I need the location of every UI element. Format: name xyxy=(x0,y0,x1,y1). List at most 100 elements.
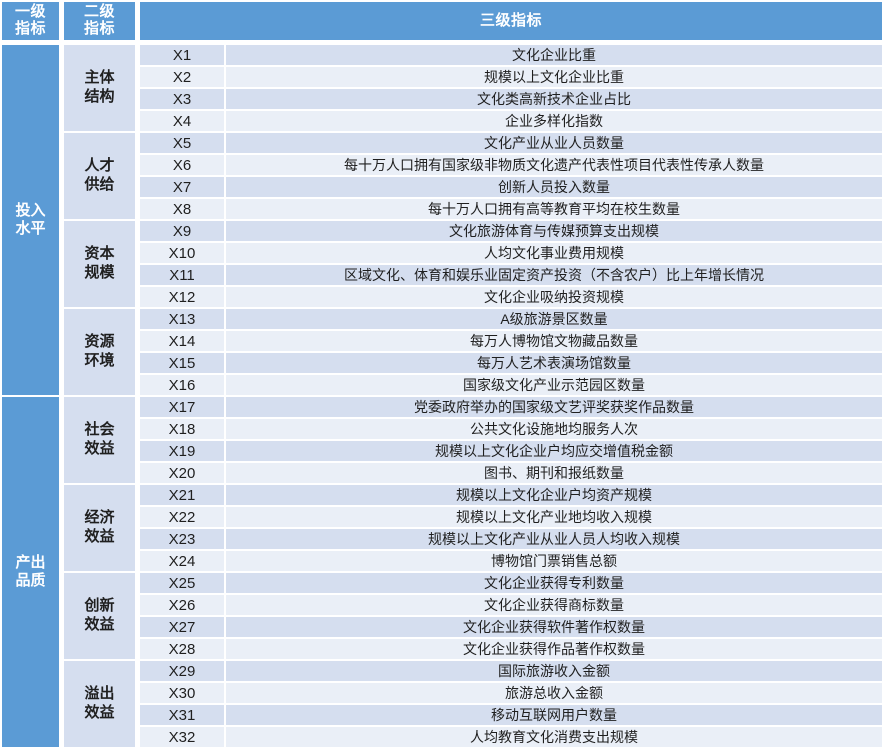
indicator-code: X12 xyxy=(140,287,224,307)
indicator-label: 每万人艺术表演场馆数量 xyxy=(226,353,882,373)
indicator-code: X28 xyxy=(140,639,224,659)
table-row: X8 每十万人口拥有高等教育平均在校生数量 xyxy=(140,199,882,219)
table-row: X32 人均教育文化消费支出规模 xyxy=(140,727,882,747)
table-row: X11 区域文化、体育和娱乐业固定资产投资（不含农户）比上年增长情况 xyxy=(140,265,882,285)
indicator-label: 公共文化设施地均服务人次 xyxy=(226,419,882,439)
indicator-label: 企业多样化指数 xyxy=(226,111,882,131)
indicator-code: X8 xyxy=(140,199,224,219)
table-row: X20 图书、期刊和报纸数量 xyxy=(140,463,882,483)
indicator-code: X19 xyxy=(140,441,224,461)
indicator-code: X3 xyxy=(140,89,224,109)
table-row: X22 规模以上文化产业地均收入规模 xyxy=(140,507,882,527)
indicator-label: 文化旅游体育与传媒预算支出规模 xyxy=(226,221,882,241)
indicator-code: X9 xyxy=(140,221,224,241)
table-row: X6 每十万人口拥有国家级非物质文化遗产代表性项目代表性传承人数量 xyxy=(140,155,882,175)
level2-group-7: 创新 效益 xyxy=(64,573,135,659)
indicator-code: X14 xyxy=(140,331,224,351)
indicator-label: 规模以上文化企业户均资产规模 xyxy=(226,485,882,505)
table-row: X13 A级旅游景区数量 xyxy=(140,309,882,329)
indicator-code: X21 xyxy=(140,485,224,505)
table-row: X26 文化企业获得商标数量 xyxy=(140,595,882,615)
indicator-code: X26 xyxy=(140,595,224,615)
indicator-label: 文化企业获得专利数量 xyxy=(226,573,882,593)
level2-group-3: 资本 规模 xyxy=(64,221,135,307)
table-row: X19 规模以上文化企业户均应交增值税金额 xyxy=(140,441,882,461)
indicator-label: 每十万人口拥有高等教育平均在校生数量 xyxy=(226,199,882,219)
indicator-label: 规模以上文化产业从业人员人均收入规模 xyxy=(226,529,882,549)
level2-group-5: 社会 效益 xyxy=(64,397,135,483)
indicator-label: 规模以上文化产业地均收入规模 xyxy=(226,507,882,527)
indicator-code: X2 xyxy=(140,67,224,87)
indicator-code: X15 xyxy=(140,353,224,373)
indicator-label: 文化企业获得软件著作权数量 xyxy=(226,617,882,637)
indicator-label: 旅游总收入金额 xyxy=(226,683,882,703)
indicator-code: X18 xyxy=(140,419,224,439)
table-row: X12 文化企业吸纳投资规模 xyxy=(140,287,882,307)
table-row: X3 文化类高新技术企业占比 xyxy=(140,89,882,109)
indicator-code: X17 xyxy=(140,397,224,417)
table-row: X7 创新人员投入数量 xyxy=(140,177,882,197)
indicator-label: 创新人员投入数量 xyxy=(226,177,882,197)
indicator-code: X5 xyxy=(140,133,224,153)
level2-group-1: 主体 结构 xyxy=(64,45,135,131)
header-level3: 三级指标 xyxy=(140,2,882,40)
indicator-label: 人均教育文化消费支出规模 xyxy=(226,727,882,747)
table-row: X27 文化企业获得软件著作权数量 xyxy=(140,617,882,637)
indicator-code: X23 xyxy=(140,529,224,549)
indicator-label: 每万人博物馆文物藏品数量 xyxy=(226,331,882,351)
table-row: X4 企业多样化指数 xyxy=(140,111,882,131)
table-row: X29 国际旅游收入金额 xyxy=(140,661,882,681)
indicator-label: 文化企业获得商标数量 xyxy=(226,595,882,615)
header-level1: 一级 指标 xyxy=(2,2,59,40)
indicator-label: 人均文化事业费用规模 xyxy=(226,243,882,263)
table-body: 投入 水平 产出 品质 主体 结构 人才 供给 资本 规模 资源 环境 社会 效… xyxy=(2,45,882,747)
indicator-code: X27 xyxy=(140,617,224,637)
level1-group-output: 产出 品质 xyxy=(2,397,59,747)
table-row: X14 每万人博物馆文物藏品数量 xyxy=(140,331,882,351)
table-row: X10 人均文化事业费用规模 xyxy=(140,243,882,263)
table-row: X2 规模以上文化企业比重 xyxy=(140,67,882,87)
indicator-label: 党委政府举办的国家级文艺评奖获奖作品数量 xyxy=(226,397,882,417)
indicator-code: X1 xyxy=(140,45,224,65)
indicator-code: X6 xyxy=(140,155,224,175)
level1-group-input: 投入 水平 xyxy=(2,45,59,395)
indicator-label: A级旅游景区数量 xyxy=(226,309,882,329)
header-level2: 二级 指标 xyxy=(64,2,135,40)
table-row: X5 文化产业从业人员数量 xyxy=(140,133,882,153)
table-row: X23 规模以上文化产业从业人员人均收入规模 xyxy=(140,529,882,549)
indicator-code: X13 xyxy=(140,309,224,329)
level2-group-6: 经济 效益 xyxy=(64,485,135,571)
indicator-code: X11 xyxy=(140,265,224,285)
table-row: X18 公共文化设施地均服务人次 xyxy=(140,419,882,439)
indicator-label: 文化企业比重 xyxy=(226,45,882,65)
table-row: X9 文化旅游体育与传媒预算支出规模 xyxy=(140,221,882,241)
indicator-code: X22 xyxy=(140,507,224,527)
table-row: X17 党委政府举办的国家级文艺评奖获奖作品数量 xyxy=(140,397,882,417)
indicator-label: 文化企业吸纳投资规模 xyxy=(226,287,882,307)
table-row: X28 文化企业获得作品著作权数量 xyxy=(140,639,882,659)
table-header-row: 一级 指标 二级 指标 三级指标 xyxy=(2,2,882,40)
indicator-label: 博物馆门票销售总额 xyxy=(226,551,882,571)
level2-group-2: 人才 供给 xyxy=(64,133,135,219)
indicator-label: 文化产业从业人员数量 xyxy=(226,133,882,153)
indicator-code: X7 xyxy=(140,177,224,197)
indicator-label: 文化企业获得作品著作权数量 xyxy=(226,639,882,659)
indicator-code: X30 xyxy=(140,683,224,703)
indicator-label: 每十万人口拥有国家级非物质文化遗产代表性项目代表性传承人数量 xyxy=(226,155,882,175)
table-row: X16 国家级文化产业示范园区数量 xyxy=(140,375,882,395)
indicator-code: X31 xyxy=(140,705,224,725)
indicator-label: 规模以上文化企业比重 xyxy=(226,67,882,87)
indicator-label: 规模以上文化企业户均应交增值税金额 xyxy=(226,441,882,461)
table-row: X31 移动互联网用户数量 xyxy=(140,705,882,725)
table-row: X25 文化企业获得专利数量 xyxy=(140,573,882,593)
indicator-label: 国家级文化产业示范园区数量 xyxy=(226,375,882,395)
indicator-code: X32 xyxy=(140,727,224,747)
table-row: X30 旅游总收入金额 xyxy=(140,683,882,703)
indicator-label: 移动互联网用户数量 xyxy=(226,705,882,725)
indicator-code: X24 xyxy=(140,551,224,571)
indicator-label: 区域文化、体育和娱乐业固定资产投资（不含农户）比上年增长情况 xyxy=(226,265,882,285)
indicator-code: X20 xyxy=(140,463,224,483)
table-row: X1 文化企业比重 xyxy=(140,45,882,65)
indicator-code: X16 xyxy=(140,375,224,395)
